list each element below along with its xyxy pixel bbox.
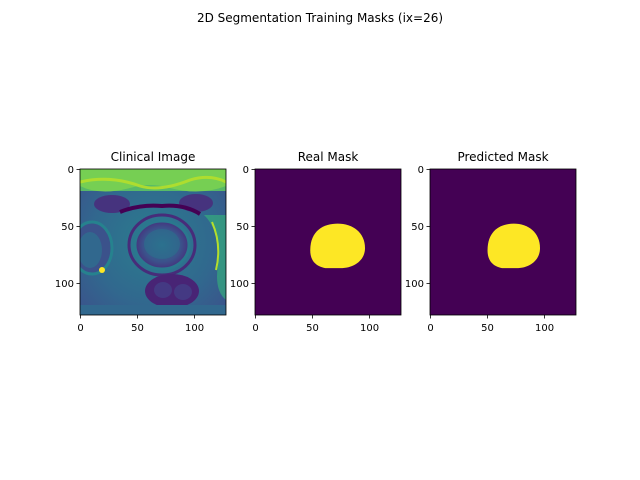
axis-title: Clinical Image xyxy=(111,150,196,164)
mask-region xyxy=(310,223,365,269)
y-tick-label: 50 xyxy=(61,222,74,233)
mask-image xyxy=(255,169,401,315)
axis-title: Real Mask xyxy=(298,150,359,164)
x-tick-label: 50 xyxy=(306,323,319,334)
y-tick-label: 100 xyxy=(55,279,74,290)
x-tick-label: 50 xyxy=(481,323,494,334)
x-tick-label: 50 xyxy=(131,323,144,334)
mri-image xyxy=(80,169,226,315)
axes-frame xyxy=(254,168,402,316)
mask-region xyxy=(487,223,540,269)
axis-title: Predicted Mask xyxy=(457,150,548,164)
x-tick-label: 0 xyxy=(77,323,83,334)
y-tick-label: 50 xyxy=(236,222,249,233)
y-tick-label: 0 xyxy=(68,165,74,176)
y-tick-label: 100 xyxy=(405,279,424,290)
x-tick-label: 0 xyxy=(252,323,258,334)
axes-frame xyxy=(79,168,227,316)
tick-layer: 0 50 100 0 50 100 0 50 100 0 50 100 0 50 100 0 50 100 xyxy=(55,165,554,334)
x-tick-label: 100 xyxy=(185,323,204,334)
mask-image xyxy=(430,169,576,315)
axes-frame xyxy=(429,168,577,316)
predicted-mask-panel: Predicted Mask xyxy=(429,150,577,316)
x-tick-label: 100 xyxy=(360,323,379,334)
y-tick-label: 100 xyxy=(230,279,249,290)
clinical-image-panel: Clinical Image xyxy=(79,150,227,316)
y-tick-label: 0 xyxy=(418,165,424,176)
y-tick-label: 50 xyxy=(411,222,424,233)
figure-suptitle: 2D Segmentation Training Masks (ix=26) xyxy=(197,11,443,25)
real-mask-panel: Real Mask xyxy=(254,150,402,316)
y-tick-label: 0 xyxy=(243,165,249,176)
x-tick-label: 0 xyxy=(427,323,433,334)
x-tick-label: 100 xyxy=(535,323,554,334)
